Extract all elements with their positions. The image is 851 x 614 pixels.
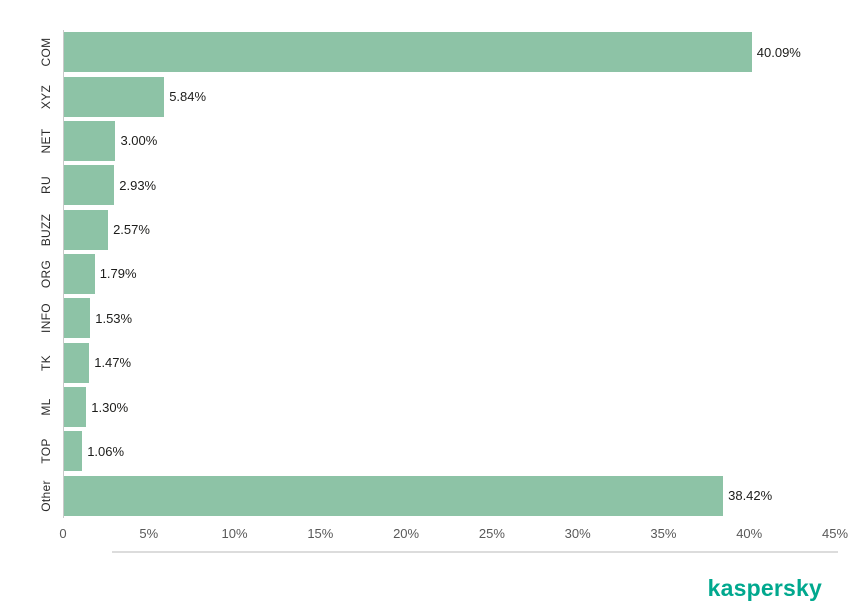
category-label-text: INFO xyxy=(39,303,53,334)
bar xyxy=(64,165,115,206)
category-label-text: ML xyxy=(39,398,53,416)
bar-track: 38.42% xyxy=(63,473,836,518)
category-label: BUZZ xyxy=(0,207,63,251)
bar-row: INFO 1.53% xyxy=(0,296,836,341)
category-label-text: ORG xyxy=(39,259,53,289)
value-label: 2.57% xyxy=(113,222,150,238)
bar-row: ML 1.30% xyxy=(0,384,836,430)
category-label: ORG xyxy=(0,252,63,296)
value-label: 3.00% xyxy=(120,133,158,149)
value-label: 40.09% xyxy=(756,44,801,60)
bar-track: 40.09% xyxy=(63,30,836,75)
bar-track: 1.79% xyxy=(63,251,836,297)
value-label: 1.06% xyxy=(87,443,125,459)
bar xyxy=(64,475,724,516)
category-label: ML xyxy=(0,385,63,429)
footer-divider xyxy=(112,551,838,553)
x-axis-tick-label: 0 xyxy=(59,526,67,541)
category-label-text: COM xyxy=(39,37,53,67)
bar xyxy=(64,32,752,73)
category-label: Other xyxy=(0,474,63,518)
category-label-text: NET xyxy=(39,128,53,154)
x-axis-tick-label: 30% xyxy=(564,526,591,541)
bar xyxy=(64,76,165,117)
bar xyxy=(64,209,109,250)
bar-track: 1.53% xyxy=(63,296,836,341)
x-axis-tick-label: 5% xyxy=(139,526,159,541)
bar-track: 1.06% xyxy=(63,429,836,474)
bar-row: ORG 1.79% xyxy=(0,251,836,297)
category-label: INFO xyxy=(0,296,63,340)
bar-track: 2.93% xyxy=(63,163,836,208)
bar-track: 3.00% xyxy=(63,118,836,164)
x-axis-tick-label: 40% xyxy=(736,526,763,541)
bar-track: 1.47% xyxy=(63,340,836,385)
bar-row: COM 40.09% xyxy=(0,30,836,75)
value-label: 2.93% xyxy=(119,177,157,193)
category-label-text: TOP xyxy=(39,438,53,465)
category-label-text: TK xyxy=(39,354,53,371)
category-label: XYZ xyxy=(0,74,63,118)
bar-row: XYZ 5.84% xyxy=(0,74,836,119)
bar-row: RU 2.93% xyxy=(0,163,836,208)
bar-track: 1.30% xyxy=(63,384,836,430)
x-axis-tick-label: 15% xyxy=(307,526,334,541)
x-axis-tick-label: 20% xyxy=(393,526,420,541)
bar xyxy=(64,298,91,339)
category-label: TK xyxy=(0,341,63,385)
bar-row: Other 38.42% xyxy=(0,473,836,518)
value-label: 1.30% xyxy=(91,399,129,415)
value-label: 1.79% xyxy=(99,266,137,282)
x-axis-tick-label: 45% xyxy=(821,526,849,541)
bar-row: NET 3.00% xyxy=(0,118,836,164)
category-label-text: BUZZ xyxy=(39,213,53,246)
bar-track: 2.57% xyxy=(63,207,836,252)
value-label: 1.47% xyxy=(94,355,132,371)
bar-row: TOP 1.06% xyxy=(0,429,836,474)
bar xyxy=(64,253,95,294)
bar-chart-plot-area: COM 40.09% XYZ 5.84% NET 3.00% RU 2.93% BUZZ 2.57… xyxy=(0,30,836,518)
value-label: 1.53% xyxy=(95,310,133,326)
value-label: 5.84% xyxy=(169,89,207,105)
category-label: COM xyxy=(0,30,63,74)
bar xyxy=(64,120,116,161)
bar-row: TK 1.47% xyxy=(0,340,836,385)
x-axis-tick-label: 10% xyxy=(221,526,248,541)
category-label: NET xyxy=(0,119,63,163)
bar-row: BUZZ 2.57% xyxy=(0,207,836,252)
x-axis-tick-label: 25% xyxy=(478,526,505,541)
x-axis-tick-label: 35% xyxy=(650,526,677,541)
bar xyxy=(64,342,90,383)
category-label-text: XYZ xyxy=(39,84,53,109)
category-label-text: Other xyxy=(39,480,53,512)
category-label: TOP xyxy=(0,429,63,473)
category-label: RU xyxy=(0,163,63,207)
x-axis: 0 5% 10% 15% 20% 25% 30% 35% 40% 45% xyxy=(59,526,848,542)
bar xyxy=(64,387,87,428)
category-label-text: RU xyxy=(39,176,53,195)
bar-track: 5.84% xyxy=(63,74,836,119)
bar xyxy=(64,431,83,472)
value-label: 38.42% xyxy=(728,488,773,504)
kaspersky-logo: kaspersky xyxy=(707,575,822,601)
